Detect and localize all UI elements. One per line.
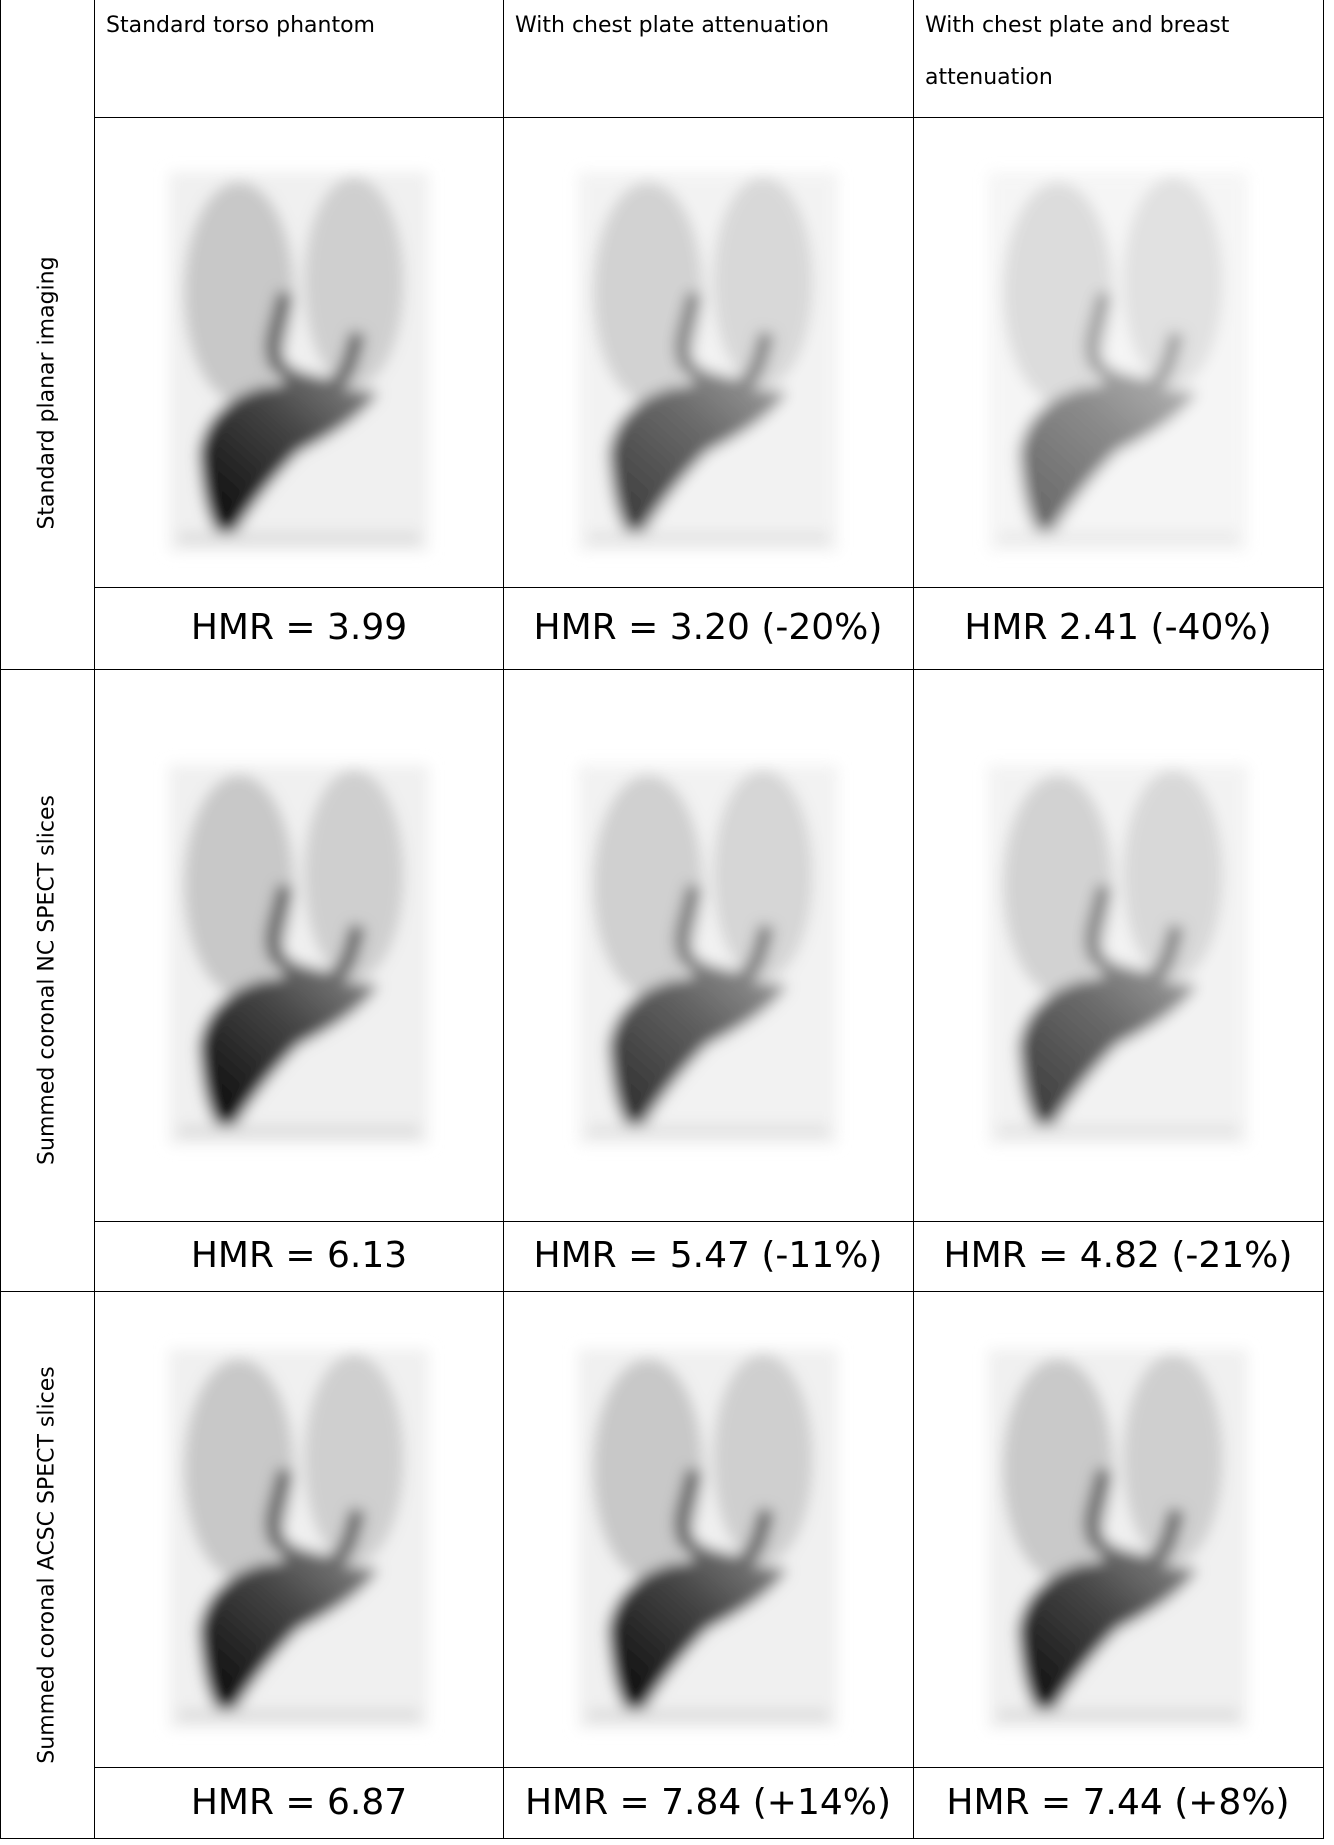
column-header: With chest plate and breast attenuation xyxy=(925,0,1315,104)
row-label: Summed coronal ACSC SPECT slices xyxy=(35,1366,60,1763)
column-header: With chest plate attenuation xyxy=(515,0,905,52)
border-line xyxy=(0,1291,1324,1292)
border-line xyxy=(0,1838,1324,1839)
border-line xyxy=(94,117,1324,118)
border-line xyxy=(503,0,504,1838)
hmr-value: HMR = 7.84 (+14%) xyxy=(503,1768,913,1838)
page: Standard torso phantom With chest plate a… xyxy=(0,0,1334,1845)
phantom-image xyxy=(558,1324,858,1754)
border-line xyxy=(913,0,914,1838)
border-line xyxy=(1323,0,1324,1838)
hmr-value: HMR = 6.87 xyxy=(94,1768,504,1838)
hmr-value: HMR 2.41 (-40%) xyxy=(913,593,1323,663)
border-line xyxy=(94,0,95,1838)
phantom-image xyxy=(149,147,449,577)
phantom-image xyxy=(968,740,1268,1170)
phantom-image xyxy=(558,147,858,577)
phantom-image xyxy=(149,1324,449,1754)
column-header: Standard torso phantom xyxy=(106,0,496,52)
hmr-value: HMR = 5.47 (-11%) xyxy=(503,1221,913,1291)
border-line xyxy=(0,669,1324,670)
row-label: Summed coronal NC SPECT slices xyxy=(35,795,60,1165)
phantom-image xyxy=(968,1324,1268,1754)
hmr-value: HMR = 6.13 xyxy=(94,1221,504,1291)
phantom-image xyxy=(149,740,449,1170)
phantom-image xyxy=(558,740,858,1170)
hmr-value: HMR = 3.99 xyxy=(94,593,504,663)
hmr-value: HMR = 3.20 (-20%) xyxy=(503,593,913,663)
phantom-image xyxy=(968,147,1268,577)
hmr-value: HMR = 7.44 (+8%) xyxy=(913,1768,1323,1838)
row-label: Standard planar imaging xyxy=(35,256,60,529)
border-line xyxy=(94,587,1324,588)
border-line xyxy=(0,0,1,1838)
hmr-value: HMR = 4.82 (-21%) xyxy=(913,1221,1323,1291)
